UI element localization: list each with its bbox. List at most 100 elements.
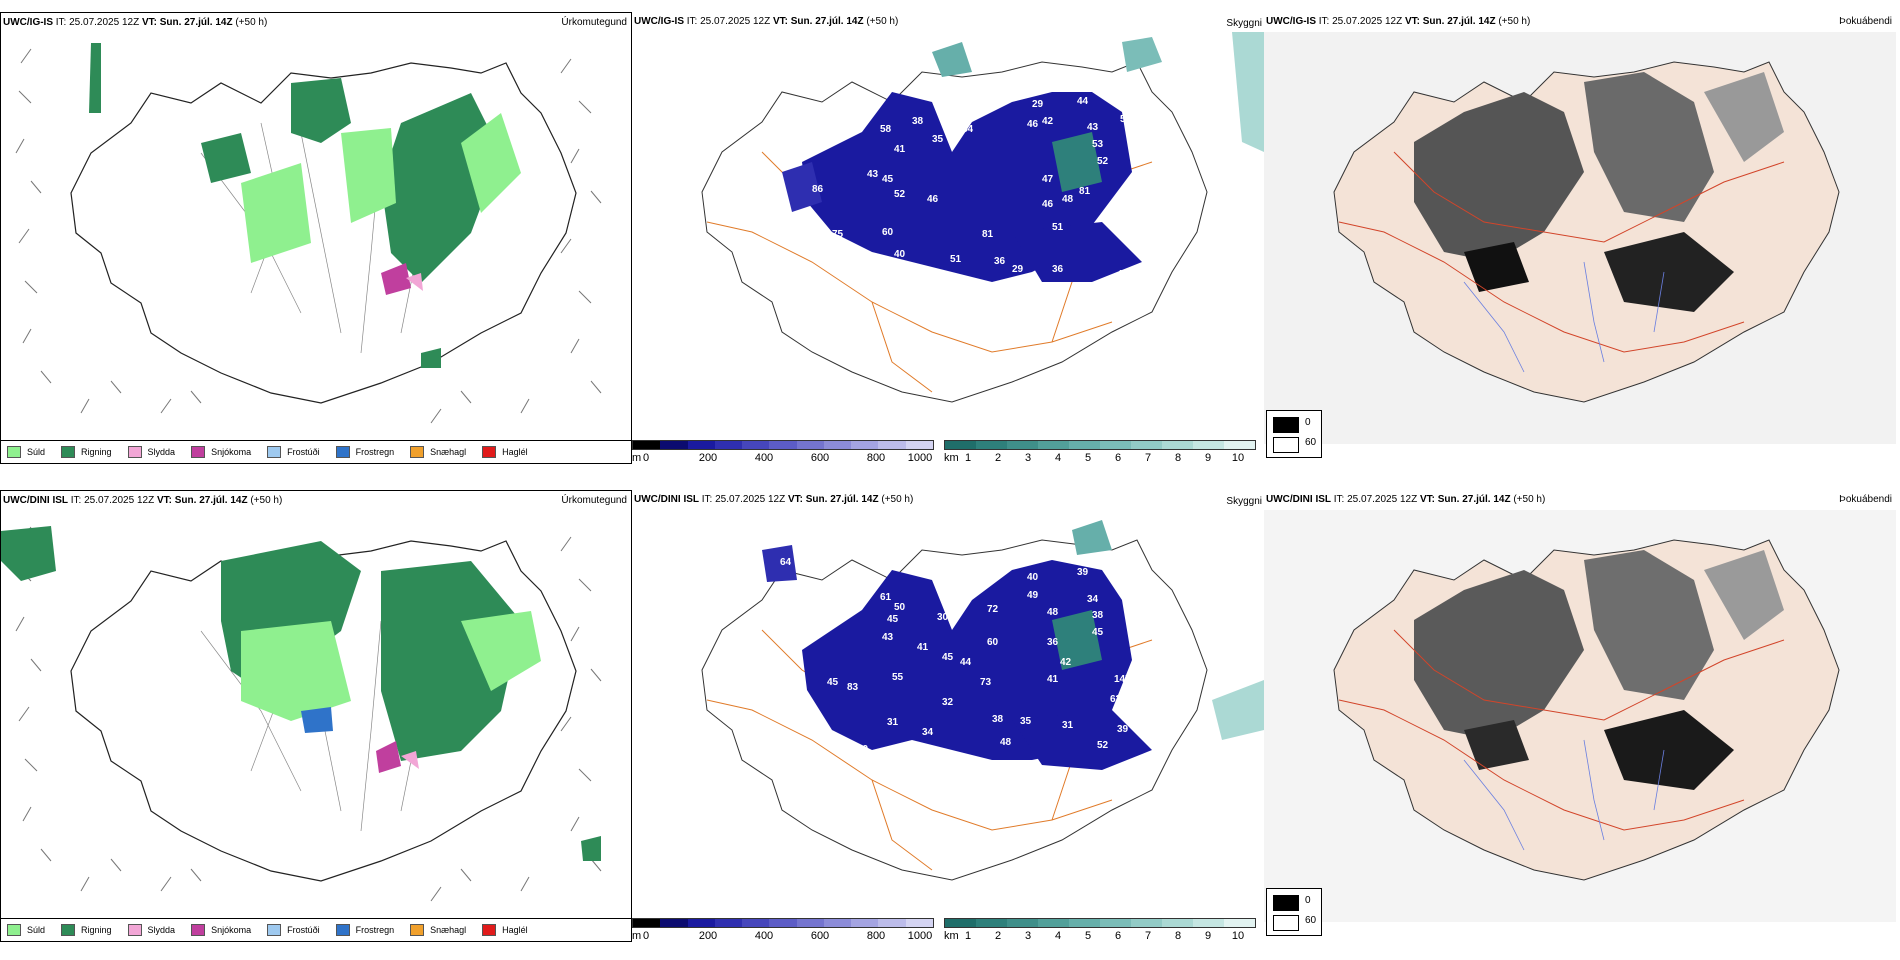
legend-item: Slydda — [127, 446, 175, 458]
precip-type-panel: UWC/IG-IS IT: 25.07.2025 12Z VT: Sun. 27… — [0, 12, 632, 464]
legend-item: Frostúði — [267, 446, 320, 458]
legend-item: Snæhagl — [410, 924, 466, 936]
legend-swatch — [191, 924, 206, 936]
legend-swatch — [1273, 895, 1299, 911]
legend-swatch — [482, 924, 497, 936]
cloud-label: 31 — [1062, 720, 1074, 731]
legend-item: Rigning — [61, 446, 112, 458]
forecast-row-1: UWC/IG-IS IT: 25.07.2025 12Z VT: Sun. 27… — [0, 12, 1900, 482]
legend-swatch — [127, 924, 142, 936]
cloud-label: 44 — [1077, 96, 1089, 107]
precip-areas — [1, 526, 601, 861]
cloud-label: 41 — [1117, 269, 1129, 280]
cloud-ceiling-panel: UWC/IG-IS IT: 25.07.2025 12Z VT: Sun. 27… — [632, 12, 1264, 464]
legend-item: Snjókoma — [191, 446, 251, 458]
fog-map — [1264, 510, 1896, 922]
tick-label: 200 — [698, 452, 718, 464]
cloud-label: 60 — [987, 637, 999, 648]
tick-label: 2 — [994, 452, 1002, 464]
tick-label: 600 — [810, 452, 830, 464]
cloud-scales: m 0 200 400 600 800 1000 km 1 2 3 4 5 6 … — [632, 440, 1264, 476]
legend-swatch — [7, 446, 21, 458]
legend-label: 60 — [1305, 915, 1317, 926]
cloud-label: 48 — [860, 286, 872, 297]
cloud-label: 34 — [922, 727, 934, 738]
cloud-label: 51 — [950, 254, 962, 265]
cloud-label: 41 — [917, 642, 929, 653]
cloud-ceiling-panel: UWC/DINI ISL IT: 25.07.2025 12Z VT: Sun.… — [632, 490, 1264, 942]
legend-item: Haglél — [482, 446, 528, 458]
tick-label: 1 — [964, 930, 972, 942]
rivers — [1463, 739, 1665, 851]
precip-map — [1, 526, 602, 902]
roads — [1338, 629, 1785, 831]
cloud-label: 47 — [1042, 174, 1054, 185]
cloud-label: 60 — [882, 227, 894, 238]
cloud-label: 43 — [942, 99, 954, 110]
forecast-row-2: UWC/DINI ISL IT: 25.07.2025 12Z VT: Sun.… — [0, 490, 1900, 960]
panel-header: UWC/DINI ISL IT: 25.07.2025 12Z VT: Sun.… — [634, 494, 914, 505]
panel-header: UWC/DINI ISL IT: 25.07.2025 12Z VT: Sun.… — [1266, 494, 1892, 505]
cloud-base-labels: 29 43 44 42 46 54 43 38 53 57 58 41 35 5… — [812, 96, 1132, 393]
tick-label: 1000 — [907, 930, 933, 942]
cloud-scales: m 0 200 400 600 800 1000 km 1 2 3 4 5 6 … — [632, 918, 1264, 954]
cloud-label: 42 — [942, 572, 954, 583]
panel-kind: Úrkomutegund — [561, 17, 627, 28]
cloud-label: 39 — [1117, 724, 1129, 735]
cloud-label: 34 — [1087, 594, 1099, 605]
cloud-label: 52 — [894, 189, 906, 200]
ceiling-unit: m — [632, 452, 642, 464]
cloud-label: 49 — [1027, 590, 1039, 601]
cloud-label: 44 — [960, 657, 972, 668]
cloud-label: 76 — [817, 587, 829, 598]
cloud-label: 30 — [937, 612, 949, 623]
legend-item: Snæhagl — [410, 446, 466, 458]
panel-header: UWC/IG-IS IT: 25.07.2025 12Z VT: Sun. 27… — [634, 16, 899, 27]
legend-item: Rigning — [61, 924, 112, 936]
legend-swatch — [1273, 915, 1299, 931]
legend-label: 60 — [1305, 437, 1317, 448]
cloud-label: 29 — [1012, 264, 1024, 275]
cloud-label: 31 — [887, 717, 899, 728]
visibility-scalebar — [944, 440, 1256, 450]
cloud-label: 36 — [1052, 264, 1064, 275]
ceiling-scalebar — [632, 440, 934, 450]
tick-label: 3 — [1024, 452, 1032, 464]
cloud-map: 29 43 44 42 46 54 43 38 53 57 58 41 35 5… — [701, 32, 1264, 403]
fog-map — [1264, 32, 1896, 444]
cloud-label: 35 — [1020, 716, 1032, 727]
cloud-label: 32 — [942, 697, 954, 708]
cloud-label: 45 — [942, 652, 954, 663]
tick-label: 10 — [1231, 452, 1245, 464]
visibility-unit: km — [944, 452, 959, 464]
cloud-label: 29 — [1032, 99, 1044, 110]
tick-label: 4 — [1054, 452, 1062, 464]
cloud-label: 50 — [894, 602, 906, 613]
cloud-label: 73 — [980, 677, 992, 688]
legend-item: Súld — [7, 924, 45, 936]
legend-swatch — [410, 924, 425, 936]
tick-label: 9 — [1204, 930, 1212, 942]
tick-label: 400 — [754, 452, 774, 464]
cloud-label: 53 — [1092, 139, 1104, 150]
cloud-label: 64 — [780, 557, 792, 568]
cloud-label: 86 — [812, 184, 824, 195]
cloud-label: 42 — [1060, 657, 1072, 668]
tick-label: 1 — [964, 452, 972, 464]
cloud-label: 43 — [882, 632, 894, 643]
cloud-label: 38 — [1092, 610, 1104, 621]
tick-label: 10 — [1231, 930, 1245, 942]
legend-swatch — [267, 446, 282, 458]
panel-header: UWC/IG-IS IT: 25.07.2025 12Z VT: Sun. 27… — [3, 17, 627, 28]
legend-swatch — [335, 446, 350, 458]
tick-label: 1000 — [907, 452, 933, 464]
cloud-label: 35 — [932, 134, 944, 145]
cloud-label: 48 — [1000, 737, 1012, 748]
legend-swatch — [335, 924, 350, 936]
tick-label: 6 — [1114, 930, 1122, 942]
cloud-label: 57 — [1120, 114, 1132, 125]
legend-item: Frostregn — [335, 924, 394, 936]
panel-header: UWC/IG-IS IT: 25.07.2025 12Z VT: Sun. 27… — [1266, 16, 1892, 27]
cloud-label: 75 — [832, 229, 844, 240]
tick-label: 5 — [1084, 930, 1092, 942]
